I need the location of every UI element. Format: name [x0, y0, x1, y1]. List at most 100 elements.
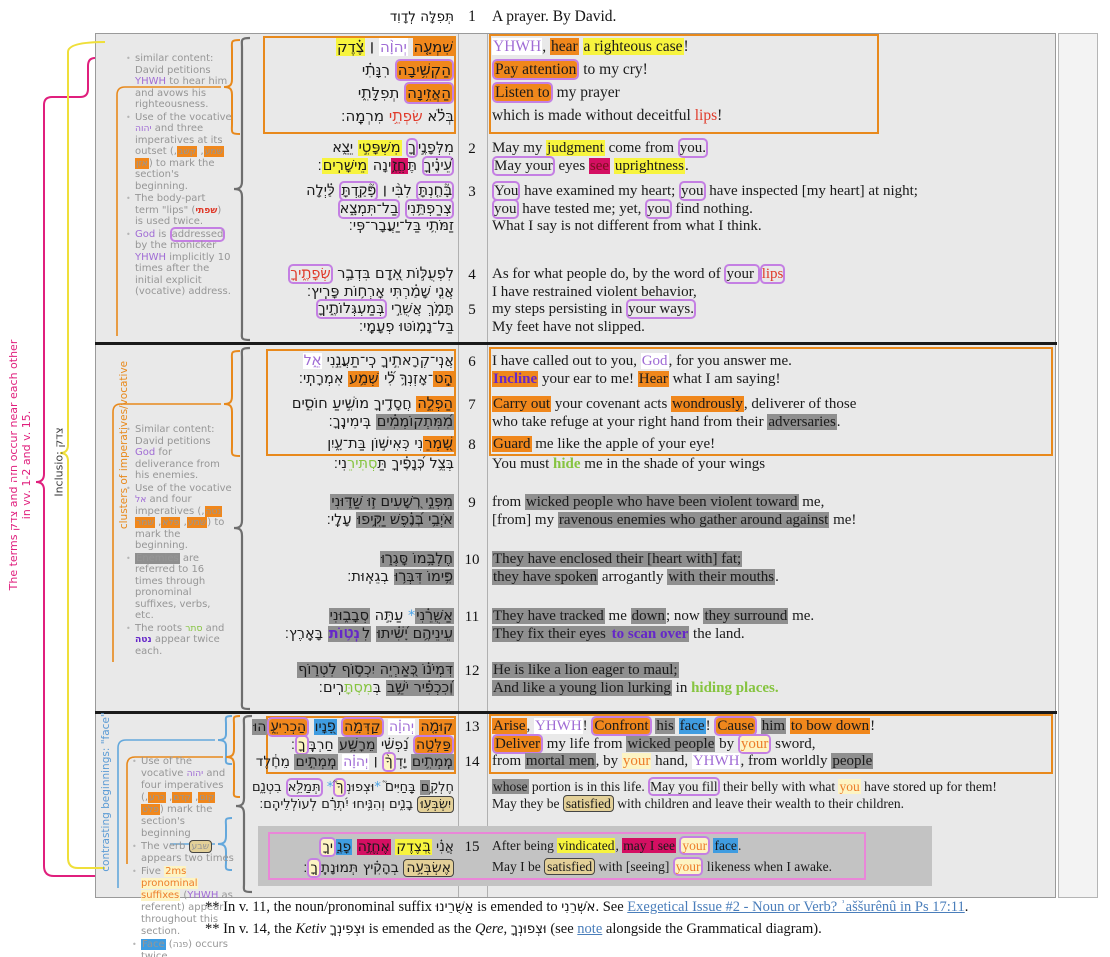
- hebrew-line: אֶשְׂבְּעָ֥ה בְהָקִ֗יץ תְּמוּנָתֶֽךָ׃: [303, 859, 454, 877]
- verse-number: 7: [468, 397, 476, 413]
- hebrew-line: מִֽמְתִ֥ים יָדְךָ֨ ׀ יְהוָ֗ה מִֽמְתִ֣ים …: [255, 754, 454, 770]
- margin-label-contrasting: contrasting beginnings: "face": [100, 712, 112, 872]
- english-line: from mortal men, by your hand, YHWH, fro…: [492, 753, 874, 769]
- english-line: from wicked people who have been violent…: [492, 494, 825, 510]
- margin-label-inclusio: Inclusio: צדק: [52, 427, 66, 497]
- verse-number: 15: [464, 839, 480, 855]
- note-item: similar content: David petitions YHWH to…: [126, 53, 232, 111]
- hebrew-line: שָׁ֭מְרֵנִי כְּאִישׁ֣וֹן בַּת־עָ֑יִן: [327, 436, 454, 452]
- margin-label-terms-near-line1: The terms צדק and חזה occur near each ot…: [7, 339, 20, 591]
- footnote-link[interactable]: Exegetical Issue #2 - Noun or Verb? ʾašš…: [627, 899, 965, 915]
- english-line: Arise, YHWH! Confront his face! Cause hi…: [492, 718, 876, 734]
- english-line: You have examined my heart; you have ins…: [494, 183, 918, 199]
- english-line: whose portion is in this life. May you f…: [492, 779, 997, 794]
- note-item: Use of the vocative אל and four imperati…: [126, 483, 232, 552]
- english-line: He is like a lion eager to maul;: [492, 662, 679, 678]
- verse-number: 3: [468, 184, 476, 200]
- orange-box-v1-hebrew: [263, 36, 456, 134]
- english-line: And like a young lion lurking in hiding …: [492, 679, 779, 696]
- english-line: they have spoken arrogantly with their m…: [492, 568, 779, 585]
- hebrew-line: צְרַפְתַּ֥נִי בַל־תִּמְצָ֑א: [339, 200, 452, 217]
- english-line: May your eyes see uprightness.: [494, 157, 689, 174]
- hebrew-line: עֵ֝ינֶ֗יךָ תֶּחֱזֶ֥ינָה מֵישָׁרִֽים׃: [317, 157, 452, 174]
- orange-box-v13-14-english: [489, 714, 1053, 774]
- hebrew-line: הַֽט־אָזְנְךָ֥ לִ֝֗י שְׁמַ֥ע אִמְרָתִֽי׃: [298, 370, 454, 387]
- hebrew-line: אֹיְבַ֥י בְּ֝נֶ֗פֶשׁ יַקִּ֥יפוּ עָלָֽי׃: [326, 511, 454, 528]
- english-line: They have tracked me down; now they surr…: [492, 608, 815, 624]
- verse-number-1: 1: [468, 8, 476, 25]
- hebrew-line: הַקְשִׁ֥יבָה רִנָּתִ֗י: [361, 61, 452, 79]
- footnote-link[interactable]: note: [577, 921, 603, 937]
- english-line: After being vindicated, may I see your f…: [492, 838, 742, 853]
- hebrew-line: בָּ֘חַ֤נְתָּ לִבִּ֨י ׀ פָּ֘קַ֤דְתָּ לַּ֗…: [306, 183, 452, 199]
- english-line: They have enclosed their [heart with] fa…: [492, 551, 743, 567]
- english-line: You must hide me in the shade of your wi…: [492, 456, 766, 472]
- note-item: Similar content: David petitions God for…: [126, 424, 232, 482]
- hebrew-line: הַאֲזִ֥ינָה תְפִלָּתִ֑י: [357, 84, 452, 102]
- english-line: May my judgment come from you.: [492, 140, 706, 156]
- column-divider-left: [458, 34, 459, 897]
- section-divider-1: [95, 342, 1057, 345]
- hebrew-line: מִ֝מִּתְקוֹמְמִ֗ים בִּֽימִינֶֽךָ׃: [328, 413, 454, 430]
- english-line: Deliver my life from wicked people by yo…: [494, 735, 816, 752]
- verse-15-gray-band: [258, 826, 932, 886]
- hebrew-line: תָּמֹ֣ךְ אֲשֻׁרַ֣י בְּמַעְגְּלוֹתֶ֑יךָ: [317, 301, 454, 317]
- hebrew-line: בְּלֹ֗א שִׂפְתֵ֥י מִרְמָֽה׃: [341, 107, 454, 125]
- verse-number: 6: [468, 354, 476, 370]
- orange-box-v6-8-english: [489, 347, 1053, 456]
- verse-number: 11: [464, 609, 480, 625]
- hebrew-line: עֵינֵיהֶ֥ם יָ֝שִׁ֗יתוּ לִנְט֥וֹת בָּאָֽר…: [284, 625, 454, 642]
- hebrew-line: לִפְעֻלּ֣וֹת אָ֭דָם בִּדְבַ֣ר שְׂפָתֶ֑יך…: [290, 266, 454, 282]
- english-line: you have tested me; yet, you find nothin…: [494, 200, 753, 217]
- hebrew-line: אֲנִֽי־קְרָאתִ֣יךָ כִֽי־תַעֲנֵ֣נִי אֵ֑ל: [302, 353, 454, 369]
- note-item: The roots סתר and נטה appear twice each.: [126, 623, 232, 658]
- hebrew-line: פַּלְּטָ֥ה נַ֝פְשִׁ֗י מֵרָשָׁ֥ע חַרְבֶּֽ…: [290, 736, 452, 753]
- verse-number: 12: [464, 663, 480, 679]
- hebrew-line: וְ֝כִכְפִ֗יר יֹשֵׁ֥ב בְּמִסְתָּרִֽים׃: [318, 679, 454, 696]
- verse-number: 13: [464, 719, 480, 735]
- verse-number: 9: [468, 495, 476, 511]
- note-item: God is addressed by the monicker YHWH im…: [126, 229, 232, 298]
- hebrew-line: יִשְׂבְּע֥וּ בָנִ֑ים וְהִנִּ֥יחוּ יִ֝תְר…: [259, 796, 454, 813]
- orange-box-v13-14-hebrew: [266, 716, 456, 774]
- english-line: As for what people do, by the word of yo…: [492, 266, 784, 282]
- verse-number: 14: [464, 754, 480, 770]
- hebrew-line: פִּ֥ימוֹ דִּבְּר֥וּ בְגֵאֽוּת׃: [347, 568, 454, 585]
- hebrew-line: מִלְּפָנֶ֣יךָ מִשְׁפָּטִ֣י יֵצֵ֑א: [332, 140, 454, 156]
- footnote-line: ** In v. 11, the noun/pronominal suffix …: [205, 899, 969, 915]
- hebrew-line: שִׁמְעָ֤ה יְהוָ֨ה ׀ צֶ֗דֶק: [336, 38, 454, 56]
- hebrew-line: מִפְּנֵ֣י רְ֭שָׁעִים ז֣וּ שַׁדּ֑וּנִי: [330, 494, 454, 510]
- psalm-hebrew-title: תְּפִלָּה לְדָוִד: [389, 9, 454, 25]
- note-item: Five 2ms pronominal suffixes (YHWH as re…: [132, 866, 234, 938]
- note-item: Face (פנה) occurs twice.: [132, 939, 234, 957]
- english-line: May they be satisfied with children and …: [492, 795, 905, 812]
- english-line: My feet have not slipped.: [492, 318, 645, 335]
- english-line: They fix their eyes to scan over the lan…: [492, 625, 745, 642]
- hebrew-line: אֲנִ֗י בְּ֭צֶדֶק אֶחֱזֶ֣ה פָנֶ֑יךָ: [321, 839, 454, 855]
- english-line: May I be satisfied with [seeing] your li…: [492, 858, 833, 875]
- psalm-english-title: A prayer. By David.: [492, 8, 617, 25]
- hebrew-line: בַּל־נָמ֥וֹטּוּ פְעָמָֽי׃: [358, 318, 454, 335]
- verse-15-pink-box: [268, 832, 866, 880]
- footnote-line: ** In v. 14, the Ketiv וּצְפִינְךָ is em…: [205, 921, 822, 937]
- english-line: which is made without deceitful lips!: [492, 107, 723, 124]
- hebrew-line: חֶלְבָּ֥מוֹ סָּגְר֑וּ: [380, 551, 454, 567]
- english-line: [from] my ravenous enemies who gather ar…: [492, 511, 857, 528]
- english-line: my steps persisting in your ways.: [492, 301, 694, 317]
- english-line: I have called out to you, God, for you a…: [492, 353, 792, 369]
- hebrew-line: חֶלְקָ֥ם בַּֽחַיִּים֮ *וּצְפוּנְךָ֮* תְּ…: [251, 780, 454, 795]
- english-line: What I say is not different from what I …: [492, 218, 762, 234]
- english-line: Incline your ear to me! Hear what I am s…: [492, 370, 781, 387]
- annotation-note-block: Use of the vocative יהוה and four impera…: [132, 756, 234, 957]
- annotation-note-block: Similar content: David petitions God for…: [126, 424, 232, 658]
- hebrew-line: זַמֹּתִ֥י בַּל־יַעֲבָר־פִּֽי׃: [348, 218, 454, 234]
- verse-number: 4: [468, 267, 476, 283]
- orange-box-v6-8-hebrew: [266, 349, 456, 456]
- verse-number: 10: [464, 552, 480, 568]
- english-line: Guard me like the apple of your eye!: [492, 436, 716, 452]
- note-item: The body-part term "lips" (שפתי) is used…: [126, 193, 232, 228]
- note-item: Use of the vocative יהוה and four impera…: [132, 756, 234, 840]
- hebrew-line: אֲנִ֤י שָׁמַ֗רְתִּי אָרְח֥וֹת פָּרִֽיץ׃: [306, 283, 454, 300]
- english-line: Carry out your covenant acts wondrously,…: [492, 396, 857, 412]
